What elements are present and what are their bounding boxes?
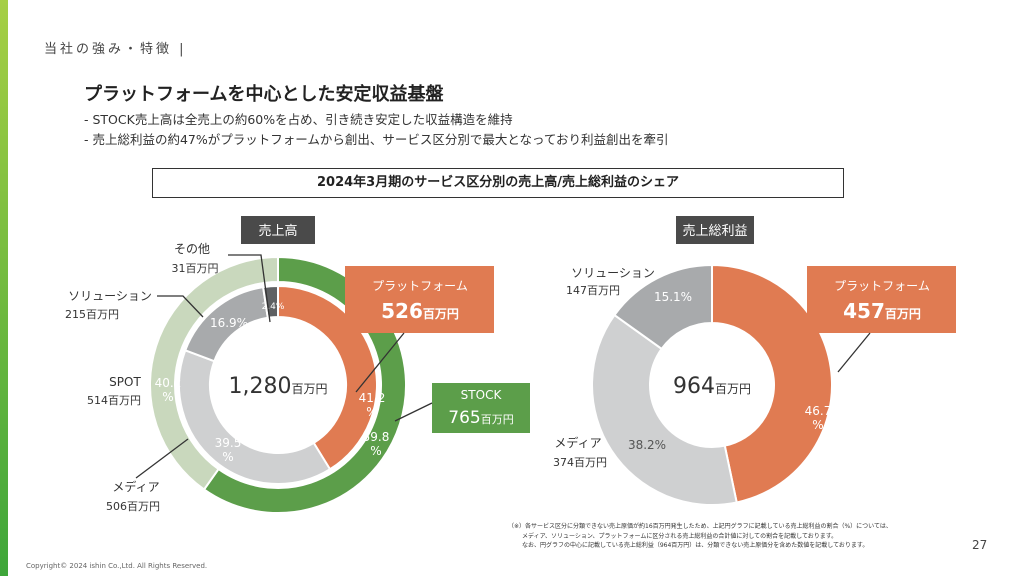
center-total-profit: 964百万円 [673, 374, 751, 399]
bullet-list: - STOCK売上高は全売上の約60%を占め、引き続き安定した収益構造を維持 -… [84, 110, 669, 150]
footnote-line: なお、円グラフの中心に記載している売上総利益（964百万円）は、分類できない売上… [522, 542, 869, 549]
inner-ring-segment [178, 349, 332, 485]
bullet-item: - STOCK売上高は全売上の約60%を占め、引き続き安定した収益構造を維持 [84, 112, 513, 127]
chart-label-sales: 売上高 [258, 223, 297, 239]
section-label: 当社の強み・特徴 | [44, 42, 187, 57]
label-spot-name: SPOT [109, 375, 141, 389]
callout-platform-amount: 526百万円 [381, 299, 459, 323]
callout-platform-name: プラットフォーム [372, 279, 468, 293]
label-solution-profit-name: ソリューション [571, 266, 655, 280]
label-solution-name: ソリューション [68, 289, 152, 303]
chart-label-sales-bg [241, 216, 315, 244]
data-label-solution: 16.9% [210, 316, 248, 330]
callout-platform-profit-amount: 457百万円 [843, 299, 921, 323]
leader-line [157, 295, 204, 318]
callout-platform-bg [345, 266, 494, 333]
data-label-stock: 59.8% [363, 430, 390, 458]
label-solution-amount: 215百万円 [65, 308, 119, 321]
profit-ring-segment [711, 263, 833, 504]
data-label-spot: 40.2% [155, 376, 182, 404]
callout-platform-profit-name: プラットフォーム [834, 279, 930, 293]
accent-bar [0, 0, 8, 576]
page-number: 27 [972, 538, 988, 552]
data-label-media: 39.5% [215, 436, 242, 464]
label-other-amount: 31百万円 [172, 262, 219, 275]
donut-hole [652, 325, 772, 445]
label-spot-amount: 514百万円 [87, 394, 141, 407]
leader-line [394, 402, 433, 422]
profit-ring-segment [613, 263, 713, 351]
page-title: プラットフォームを中心とした安定収益基盤 [84, 84, 444, 105]
leader-line [837, 332, 871, 373]
callout-stock-amount: 765百万円 [448, 408, 513, 428]
footnote-line: （※）各サービス区分に分類できない売上原価が約16百万円発生したため、上記円グラ… [508, 523, 892, 530]
callout-stock-name: STOCK [461, 388, 503, 402]
outer-ring-segment [202, 255, 407, 514]
bullet-item: - 売上総利益の約47%がプラットフォームから創出、サービス区分別で最大となって… [84, 132, 669, 147]
data-label-platform: 41.2% [359, 391, 386, 419]
footnote: （※）各サービス区分に分類できない売上原価が約16百万円発生したため、上記円グラ… [508, 522, 892, 551]
outer-ring-segment [149, 255, 279, 491]
label-media-profit-name: メディア [554, 435, 601, 450]
callout-stock-bg [432, 383, 530, 433]
label-media-name: メディア [112, 479, 159, 494]
chart-label-gross-profit-bg [676, 216, 754, 244]
donut-hole [212, 319, 344, 451]
callout-platform-profit-bg [807, 266, 956, 333]
footnote-line: メディア、ソリューション、プラットフォームに区分される売上総利益の合計値に対して… [522, 532, 838, 540]
leader-line [228, 254, 271, 323]
chart-header: 2024年3月期のサービス区分別の売上高/売上総利益のシェア [152, 168, 844, 198]
label-other-name: その他 [174, 242, 210, 256]
copyright: Copyright© 2024 ishin Co.,Ltd. All Right… [26, 562, 208, 570]
data-label-media-profit: 38.2% [628, 438, 666, 452]
leader-line [355, 332, 405, 393]
data-label-other: 2.4% [262, 302, 285, 312]
data-label-platform-profit: 46.7% [805, 404, 832, 432]
chart-label-gross-profit: 売上総利益 [682, 223, 747, 239]
label-solution-profit-amount: 147百万円 [566, 284, 620, 297]
leader-line [135, 438, 189, 479]
label-media-profit-amount: 374百万円 [553, 456, 607, 469]
center-total-sales: 1,280百万円 [229, 374, 328, 399]
label-media-amount: 506百万円 [106, 500, 160, 513]
data-label-solution-profit: 15.1% [654, 290, 692, 304]
profit-ring-segment [591, 313, 738, 506]
